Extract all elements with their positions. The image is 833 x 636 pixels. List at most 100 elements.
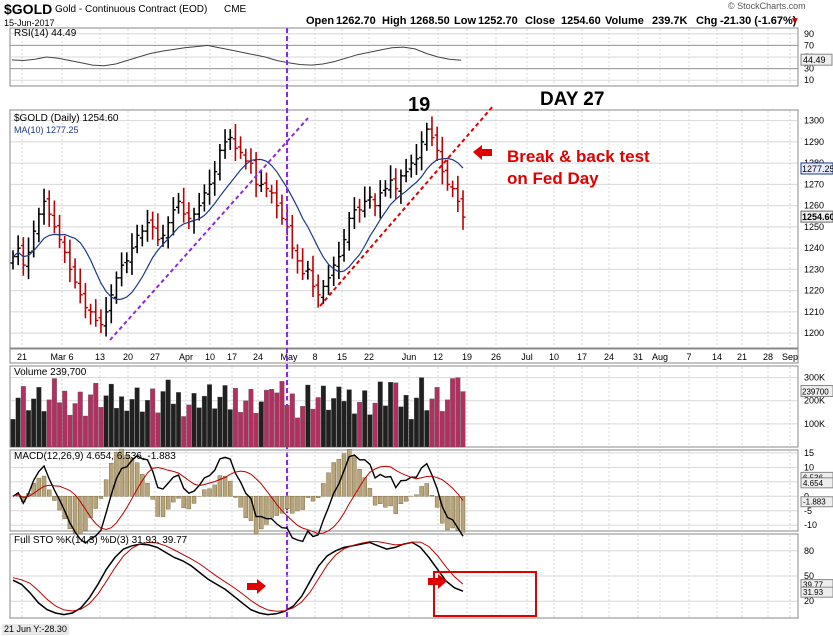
volume-bar <box>160 391 166 448</box>
volume-bar <box>10 419 16 448</box>
macd-histogram-bar <box>222 475 228 497</box>
uptrend-line-purple <box>109 117 309 341</box>
volume-bar <box>310 408 316 448</box>
annotation-note-line1: Break & back test <box>507 147 650 166</box>
x-tick-label: 20 <box>123 352 133 362</box>
price-bar <box>300 248 306 280</box>
ohlc-chg-label: Chg <box>696 15 718 27</box>
macd-histogram-bar <box>207 488 212 497</box>
uptrend-line-red <box>319 104 495 307</box>
x-tick-label: 12 <box>433 352 443 362</box>
price-bar <box>15 235 21 266</box>
ohlc-open-label: Open <box>306 15 335 27</box>
macd-histogram-bar <box>129 457 135 497</box>
macd-histogram-bar <box>31 483 36 497</box>
volume-bar <box>201 395 207 448</box>
price-y-tick-label: 1230 <box>804 264 824 274</box>
volume-bar <box>176 392 181 448</box>
macd-histogram-bar <box>378 496 383 504</box>
ma-line <box>12 157 464 301</box>
price-bar <box>165 216 171 249</box>
price-bar <box>144 209 150 242</box>
volume-bar <box>455 377 461 448</box>
price-y-tick-label: 1270 <box>804 179 824 189</box>
volume-bar <box>222 385 228 448</box>
macd-y-tick-label: 15 <box>804 448 814 458</box>
macd-histogram-bar <box>47 489 52 497</box>
x-tick-label: Aug <box>652 352 668 362</box>
macd-histogram-bar <box>186 496 192 510</box>
macd-histogram-bar <box>290 496 295 514</box>
macd-histogram-bar <box>300 496 305 510</box>
ohlc-close-label: Close <box>525 15 555 27</box>
volume-bar <box>88 394 94 448</box>
volume-bar <box>51 378 57 448</box>
macd-histogram-bar <box>352 455 357 497</box>
price-bar <box>444 159 450 191</box>
peak-day-label: 19 <box>408 94 431 116</box>
macd-histogram-bar <box>383 496 388 508</box>
macd-histogram-bar <box>321 483 326 497</box>
close-last-value-label: 1254.60 <box>802 212 833 222</box>
volume-bar <box>326 409 331 448</box>
macd-histogram-bar <box>228 480 233 497</box>
volume-bar <box>36 387 42 448</box>
price-bar <box>238 136 244 159</box>
macd-histogram-bar <box>284 496 290 509</box>
price-bar <box>305 260 311 280</box>
x-tick-label: 24 <box>253 352 263 362</box>
macd-histogram-bar <box>103 479 109 497</box>
volume-bar <box>289 393 295 448</box>
x-tick-label: 24 <box>604 352 614 362</box>
macd-histogram-bar <box>398 496 404 505</box>
annotation-note-line2: on Fed Day <box>507 169 599 188</box>
price-bar <box>372 193 378 217</box>
price-bar <box>82 282 88 319</box>
volume-bar <box>145 400 150 448</box>
volume-bar <box>424 410 430 448</box>
price-bar <box>51 200 57 234</box>
macd-histogram-bar <box>388 496 393 507</box>
volume-bar <box>408 419 414 448</box>
macd-histogram-bar <box>72 496 78 534</box>
volume-bar <box>346 389 352 448</box>
volume-bar <box>331 398 337 448</box>
price-bar <box>212 161 218 196</box>
price-bar <box>424 122 430 151</box>
sto-arrow-icon <box>247 579 266 594</box>
macd-histogram-bar <box>145 483 150 497</box>
price-bar <box>67 239 73 283</box>
price-bar <box>129 233 135 275</box>
macd-signal-line <box>12 465 464 535</box>
rsi-y-tick-label: 30 <box>804 64 814 74</box>
x-tick-label: 17 <box>577 352 587 362</box>
x-tick-label: Mar 6 <box>50 352 73 362</box>
x-tick-label: 22 <box>364 352 374 362</box>
macd-histogram-bar <box>93 496 98 509</box>
volume-bar <box>46 399 52 448</box>
ohlc-chg-value: -21.30 (-1.67%) <box>720 15 797 27</box>
macd-last-value-label: -1.883 <box>803 498 826 507</box>
macd-histogram-bar <box>36 477 42 497</box>
volume-bar <box>248 388 254 448</box>
volume-bar <box>253 413 259 448</box>
macd-histogram-bar <box>67 496 73 530</box>
volume-bar <box>113 407 119 448</box>
price-bar <box>341 229 347 262</box>
price-bar <box>258 169 264 193</box>
x-tick-label: 26 <box>491 352 501 362</box>
ohlc-volume-value: 239.7K <box>652 15 688 27</box>
volume-bar <box>57 402 63 448</box>
price-bar <box>62 235 68 263</box>
rsi-y-tick-label: 90 <box>804 29 814 39</box>
price-bar <box>217 144 223 181</box>
price-bar <box>232 124 238 161</box>
volume-bar <box>191 393 197 448</box>
volume-bar <box>165 379 171 448</box>
volume-bar <box>26 410 31 448</box>
x-tick-label: 19 <box>462 352 472 362</box>
x-tick-label: May <box>280 352 298 362</box>
price-bar <box>113 271 119 304</box>
macd-last-value-label: 4.654 <box>803 479 824 488</box>
price-bar <box>460 190 466 230</box>
